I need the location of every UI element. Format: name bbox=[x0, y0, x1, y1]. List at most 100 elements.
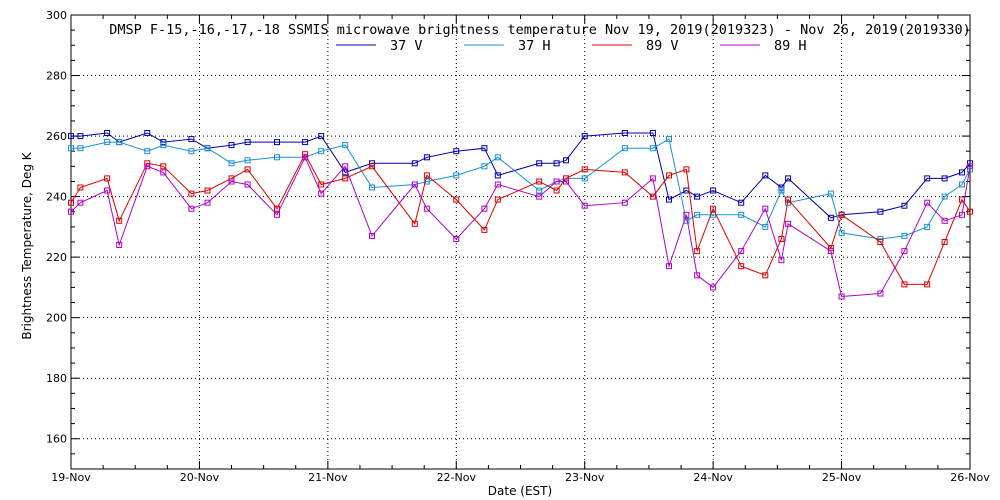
data-point bbox=[553, 178, 560, 185]
series-layer bbox=[68, 130, 973, 300]
data-point bbox=[581, 133, 588, 140]
data-point bbox=[423, 178, 430, 185]
data-point bbox=[762, 223, 769, 230]
data-point bbox=[423, 172, 430, 179]
data-point bbox=[683, 166, 690, 173]
data-point bbox=[144, 163, 151, 170]
data-point bbox=[967, 208, 973, 215]
data-point bbox=[649, 193, 656, 200]
y-axis-title: Brightness Temperature, Deg K bbox=[20, 151, 34, 339]
data-point bbox=[666, 136, 672, 143]
data-point bbox=[785, 220, 792, 227]
data-point bbox=[342, 142, 349, 149]
data-point bbox=[877, 208, 884, 215]
data-point bbox=[411, 181, 418, 188]
data-point bbox=[901, 202, 908, 209]
data-point bbox=[68, 145, 74, 152]
data-point bbox=[827, 190, 834, 197]
y-tick-label: 240 bbox=[46, 191, 67, 204]
data-point bbox=[188, 148, 195, 155]
data-point bbox=[342, 163, 349, 170]
x-tick-label: 19-Nov bbox=[51, 471, 91, 484]
x-tick-label: 26-Nov bbox=[950, 471, 990, 484]
data-point bbox=[877, 239, 884, 245]
series-line bbox=[70, 153, 971, 285]
data-point bbox=[649, 130, 656, 136]
data-point bbox=[318, 133, 325, 140]
data-point bbox=[621, 199, 628, 206]
data-point bbox=[453, 172, 460, 179]
data-point bbox=[536, 193, 543, 200]
data-point bbox=[116, 217, 123, 224]
data-point bbox=[274, 139, 280, 146]
data-point bbox=[762, 272, 769, 279]
data-point bbox=[941, 193, 948, 200]
data-point bbox=[941, 239, 948, 245]
data-point bbox=[204, 199, 211, 206]
data-point bbox=[901, 232, 908, 239]
legend-label: 37 H bbox=[518, 38, 551, 54]
data-point bbox=[827, 248, 834, 255]
legend-item: 89 H bbox=[720, 38, 807, 54]
data-point bbox=[621, 130, 628, 136]
data-point bbox=[228, 142, 235, 149]
data-point bbox=[838, 229, 845, 236]
legend-label: 37 V bbox=[390, 38, 423, 54]
data-point bbox=[188, 205, 195, 212]
data-point bbox=[581, 175, 588, 182]
data-point bbox=[536, 160, 543, 167]
data-point bbox=[423, 205, 430, 212]
data-point bbox=[144, 130, 151, 136]
data-point bbox=[785, 196, 792, 203]
y-tick-label: 220 bbox=[46, 251, 67, 264]
data-point bbox=[901, 281, 908, 288]
x-tick-label: 21-Nov bbox=[308, 471, 348, 484]
data-point bbox=[68, 208, 74, 215]
data-point bbox=[77, 133, 84, 140]
data-point bbox=[481, 145, 488, 152]
data-point bbox=[838, 293, 845, 300]
data-point bbox=[318, 148, 325, 155]
data-point bbox=[411, 220, 418, 227]
data-point bbox=[621, 169, 628, 176]
x-tick-label: 25-Nov bbox=[822, 471, 862, 484]
data-point bbox=[536, 178, 543, 185]
data-point bbox=[160, 169, 167, 176]
data-point bbox=[494, 172, 501, 179]
data-point bbox=[188, 190, 195, 197]
grid bbox=[71, 15, 970, 469]
data-point bbox=[778, 257, 785, 264]
data-point bbox=[228, 175, 235, 182]
data-point bbox=[318, 181, 325, 188]
data-point bbox=[877, 290, 884, 297]
data-point bbox=[924, 223, 931, 230]
data-point bbox=[666, 196, 672, 203]
data-point bbox=[77, 199, 84, 206]
y-tick-label: 260 bbox=[46, 130, 67, 143]
data-point bbox=[369, 163, 375, 170]
data-point bbox=[710, 205, 717, 212]
data-point bbox=[244, 139, 251, 146]
data-point bbox=[924, 281, 931, 288]
data-point bbox=[694, 211, 701, 218]
data-point bbox=[494, 196, 501, 203]
data-point bbox=[228, 178, 235, 185]
data-point bbox=[144, 148, 151, 155]
data-point bbox=[104, 175, 111, 182]
data-point bbox=[563, 175, 569, 182]
data-point bbox=[481, 205, 488, 212]
data-point bbox=[666, 263, 672, 270]
data-point bbox=[244, 157, 251, 164]
data-point bbox=[411, 160, 418, 167]
data-point bbox=[694, 272, 701, 279]
data-point bbox=[536, 187, 543, 194]
y-tick-label: 300 bbox=[46, 9, 67, 22]
data-point bbox=[494, 181, 501, 188]
data-point bbox=[244, 166, 251, 173]
data-point bbox=[77, 145, 84, 152]
data-point bbox=[738, 263, 745, 270]
data-point bbox=[666, 172, 672, 179]
data-point bbox=[274, 154, 280, 161]
data-point bbox=[204, 145, 211, 152]
